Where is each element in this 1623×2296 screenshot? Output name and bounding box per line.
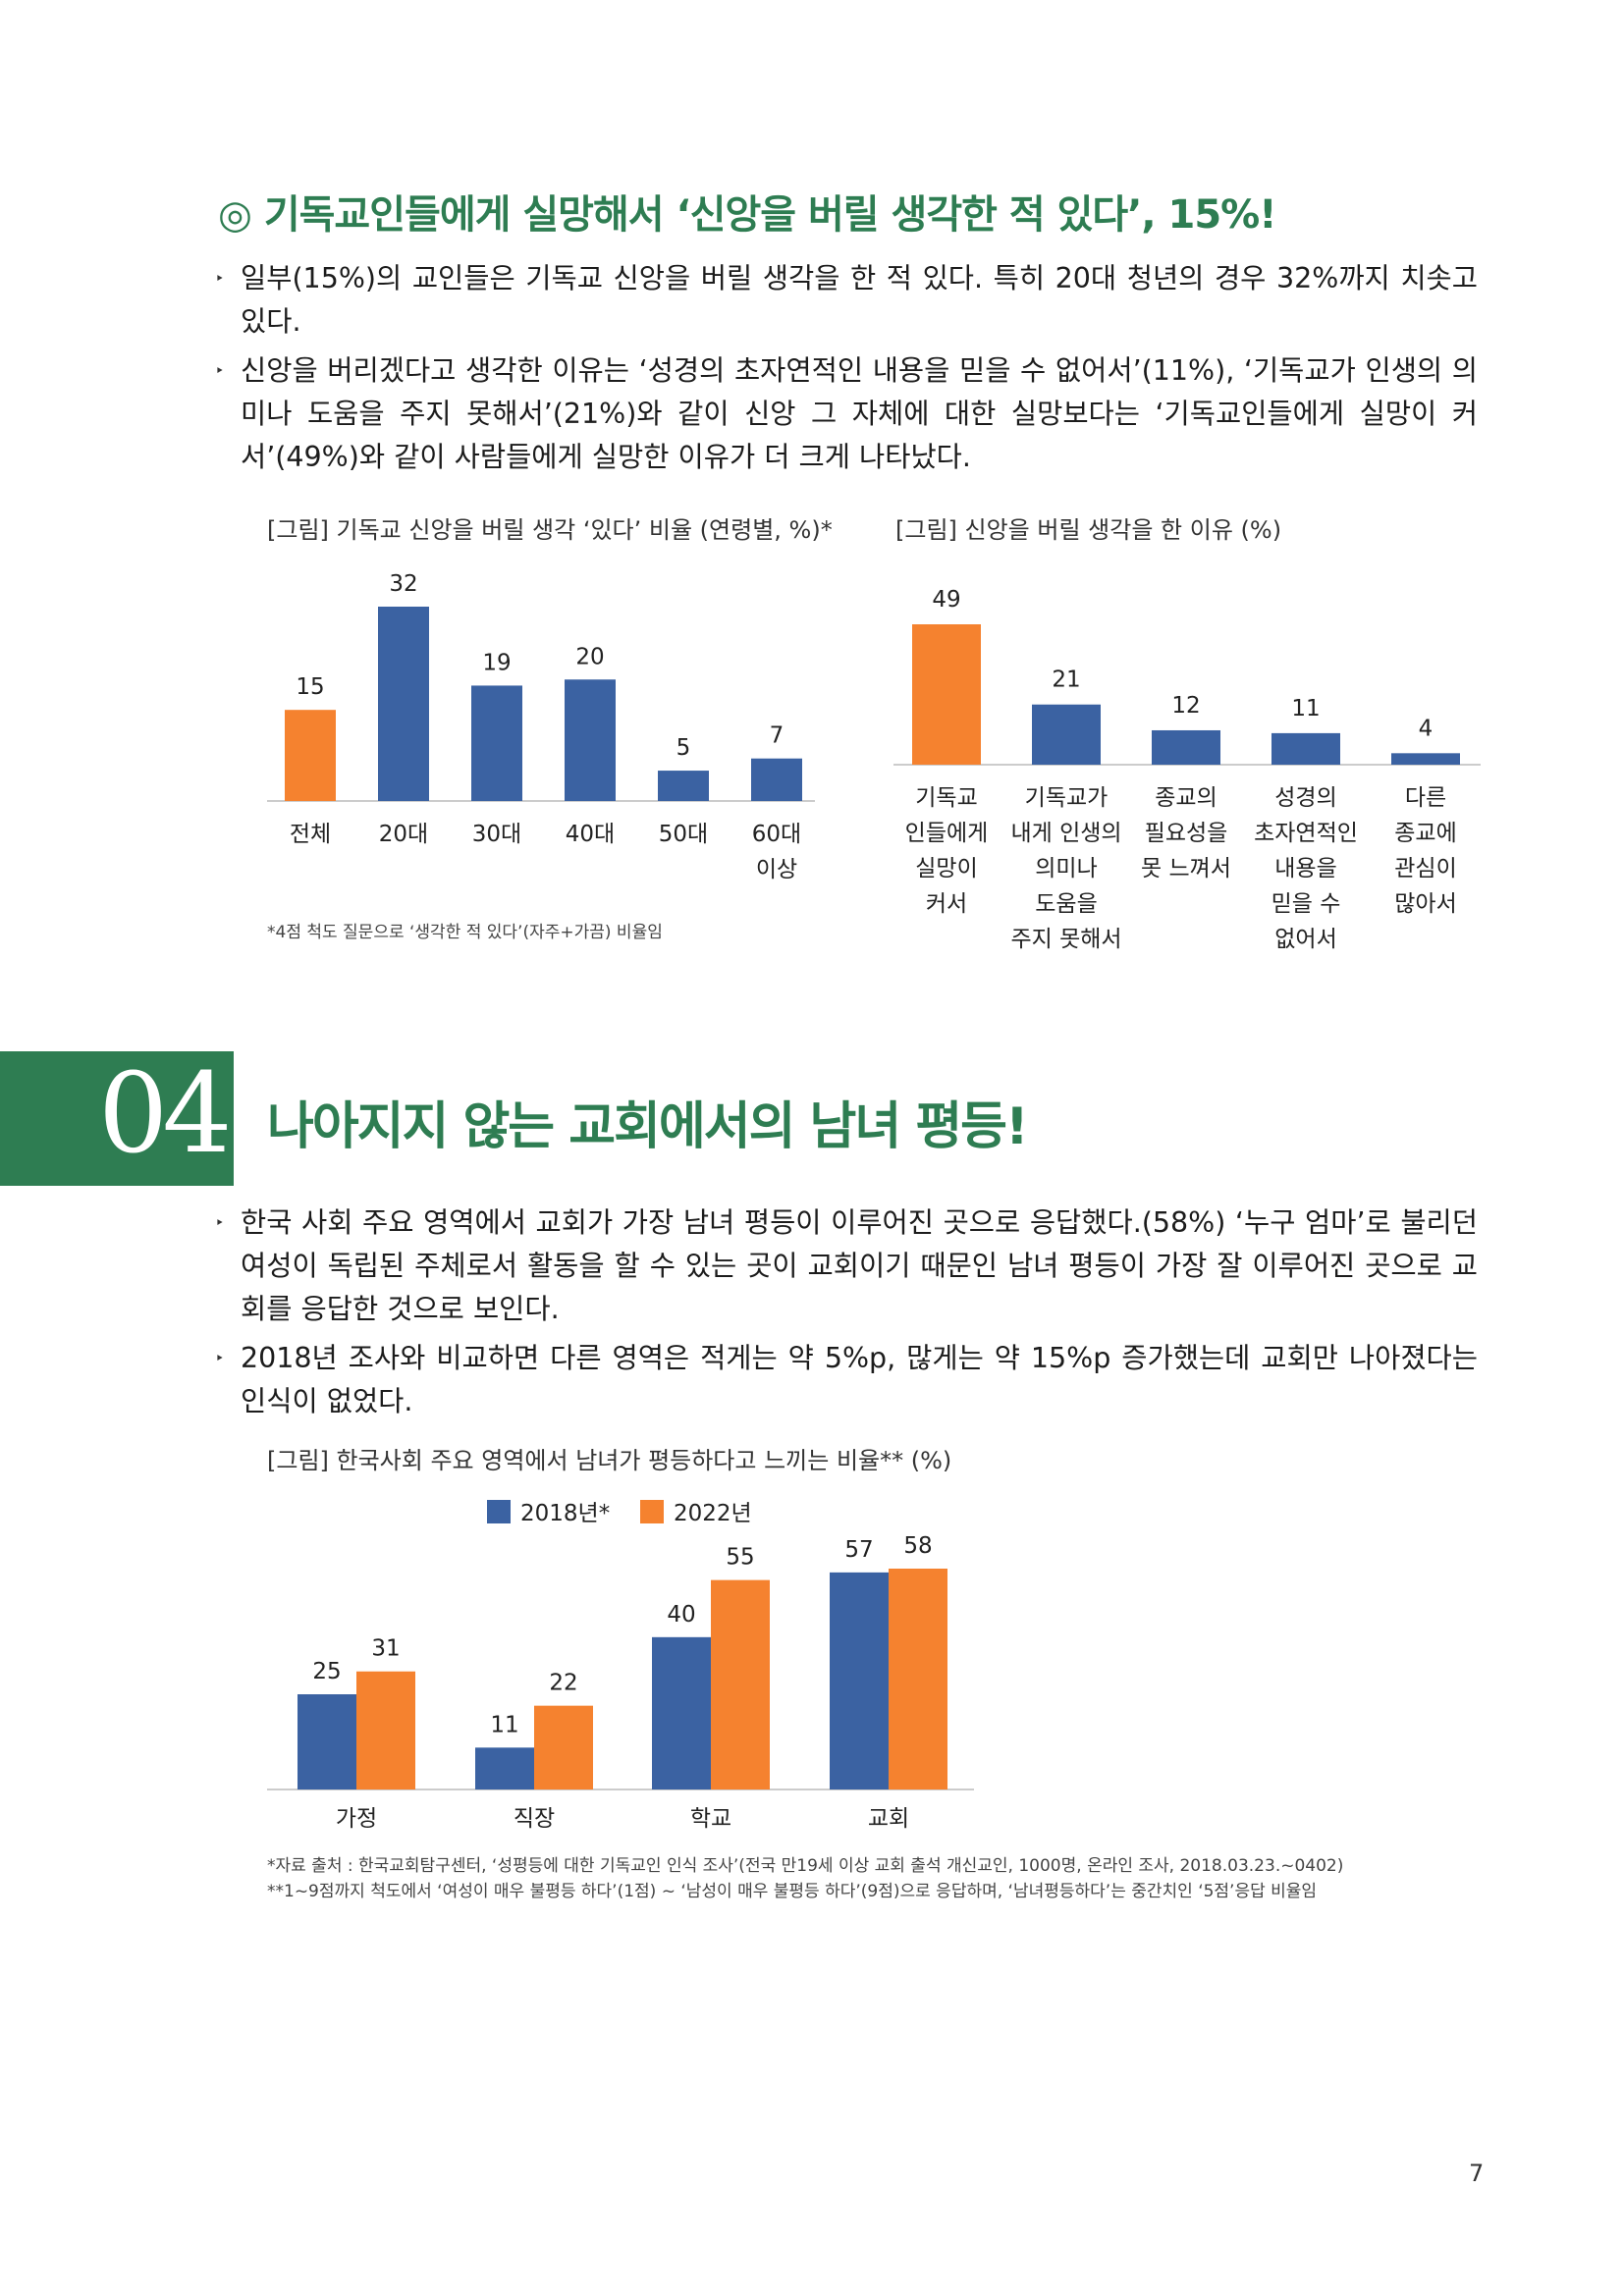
data-label: 31 <box>371 1636 400 1662</box>
chart-caption: [그림] 신앙을 버릴 생각을 한 이유 (%) <box>895 516 1282 544</box>
page-number: 7 <box>1469 2160 1485 2187</box>
legend-label: 2018년* <box>520 1501 610 1526</box>
tick-label: 많아서 <box>1394 891 1456 917</box>
tick-label: 성경의 <box>1274 785 1336 811</box>
data-label: 40 <box>667 1602 695 1628</box>
tick-label: 학교 <box>690 1806 731 1832</box>
data-label: 55 <box>726 1545 754 1571</box>
chart-note: **1~9점까지 척도에서 ‘여성이 매우 불평등 하다’(1점) ~ ‘남성이… <box>267 1882 1318 1901</box>
chart-note: *4점 척도 질문으로 ‘생각한 적 있다’(자주+가끔) 비율임 <box>267 923 663 942</box>
tick-label: 실망이 <box>915 856 977 881</box>
bar <box>912 624 981 765</box>
chart-caption: [그림] 기독교 신앙을 버릴 생각 ‘있다’ 비율 (연령별, %)* <box>267 516 833 544</box>
bar <box>889 1569 947 1789</box>
tick-label: 인들에게 <box>905 821 989 846</box>
data-label: 22 <box>549 1671 577 1696</box>
bar <box>356 1671 415 1789</box>
data-label: 4 <box>1419 716 1434 741</box>
data-label: 49 <box>932 587 960 613</box>
tick-label: 도움을 <box>1035 891 1097 917</box>
tick-label: 가정 <box>336 1806 377 1832</box>
bullet-item: ‣ 한국 사회 주요 영역에서 교회가 가장 남녀 평등이 이루어진 곳으로 응… <box>215 1201 1478 1331</box>
tick-label: 50대 <box>659 822 708 847</box>
tick-label: 전체 <box>290 822 331 847</box>
tick-label: 20대 <box>379 822 428 847</box>
tick-label: 30대 <box>472 822 521 847</box>
bar <box>471 685 522 801</box>
bullet-marker: ‣ <box>215 1213 225 1232</box>
bar <box>652 1636 711 1789</box>
tick-label: 기독교 <box>915 785 977 811</box>
chart-note: *자료 출처 : 한국교회탐구센터, ‘성평등에 대한 기독교인 인식 조사’(… <box>267 1856 1344 1876</box>
tick-label: 다른 <box>1405 785 1446 811</box>
bar <box>711 1579 770 1789</box>
tick-label: 관심이 <box>1394 856 1456 881</box>
bar <box>298 1694 356 1789</box>
data-label: 7 <box>770 723 784 749</box>
section-heading: ◎ 기독교인들에게 실망해서 ‘신앙을 버릴 생각한 적 있다’, 15%! <box>218 192 1276 238</box>
legend-label: 2022년 <box>674 1501 752 1526</box>
tick-label: 교회 <box>868 1806 909 1832</box>
bullet-item: ‣ 일부(15%)의 교인들은 기독교 신앙을 버릴 생각을 한 적 있다. 특… <box>215 257 1478 344</box>
bullet-item: ‣ 2018년 조사와 비교하면 다른 영역은 적게는 약 5%p, 많게는 약… <box>215 1337 1478 1423</box>
bullet-text: 2018년 조사와 비교하면 다른 영역은 적게는 약 5%p, 많게는 약 1… <box>241 1342 1478 1417</box>
legend-swatch <box>487 1500 511 1523</box>
data-label: 25 <box>312 1659 341 1684</box>
tick-label: 내게 인생의 <box>1010 821 1121 846</box>
tick-label: 필요성을 <box>1145 821 1228 846</box>
bullet-text: 한국 사회 주요 영역에서 교회가 가장 남녀 평등이 이루어진 곳으로 응답했… <box>241 1206 1478 1325</box>
bar <box>1271 732 1340 765</box>
bar <box>1391 753 1460 765</box>
bar <box>751 758 802 801</box>
bar <box>1152 729 1220 765</box>
bar <box>534 1705 593 1789</box>
data-label: 32 <box>389 571 417 597</box>
bar <box>378 607 429 801</box>
data-label: 11 <box>490 1712 518 1737</box>
data-label: 21 <box>1052 667 1080 693</box>
data-label: 58 <box>903 1533 932 1559</box>
bullet-marker: ‣ <box>215 361 225 380</box>
bar <box>475 1747 534 1789</box>
section-number: 04 <box>98 1050 232 1178</box>
bullet-text: 신앙을 버리겠다고 생각한 이유는 ‘성경의 초자연적인 내용을 믿을 수 없어… <box>241 354 1478 473</box>
bar <box>830 1572 889 1789</box>
bar <box>658 771 709 801</box>
bullet-text: 일부(15%)의 교인들은 기독교 신앙을 버릴 생각을 한 적 있다. 특히 … <box>241 262 1478 338</box>
data-label: 19 <box>482 650 511 675</box>
tick-label: 못 느껴서 <box>1141 856 1231 881</box>
data-label: 11 <box>1291 696 1320 721</box>
tick-label: 주지 못해서 <box>1010 927 1121 952</box>
bar <box>1032 704 1101 765</box>
tick-label: 내용을 <box>1274 856 1336 881</box>
section-title: 나아지지 않는 교회에서의 남녀 평등! <box>267 1097 1029 1156</box>
bullet-marker: ‣ <box>215 1349 225 1367</box>
tick-label: 종교에 <box>1394 821 1456 846</box>
tick-label: 40대 <box>566 822 615 847</box>
tick-label: 60대 <box>752 822 801 847</box>
chart-caption: [그림] 한국사회 주요 영역에서 남녀가 평등하다고 느끼는 비율** (%) <box>267 1447 952 1474</box>
tick-label: 직장 <box>514 1806 555 1832</box>
tick-label: 초자연적인 <box>1254 821 1358 846</box>
bullet-marker: ‣ <box>215 269 225 288</box>
tick-label: 믿을 수 <box>1271 891 1341 917</box>
legend-swatch <box>640 1500 664 1523</box>
data-label: 15 <box>296 674 324 700</box>
section-number-block <box>0 1051 234 1186</box>
data-label: 57 <box>844 1537 873 1563</box>
tick-label: 커서 <box>926 891 967 917</box>
bullet-item: ‣ 신앙을 버리겠다고 생각한 이유는 ‘성경의 초자연적인 내용을 믿을 수 … <box>215 349 1478 479</box>
data-label: 20 <box>575 644 604 669</box>
tick-label: 종교의 <box>1155 785 1217 811</box>
bar <box>285 710 336 801</box>
tick-label: 이상 <box>756 857 797 882</box>
tick-label: 의미나 <box>1035 856 1097 881</box>
data-label: 5 <box>676 735 691 761</box>
tick-label: 없어서 <box>1274 927 1336 952</box>
data-label: 12 <box>1171 693 1200 719</box>
tick-label: 기독교가 <box>1025 785 1109 811</box>
bar <box>565 679 616 801</box>
